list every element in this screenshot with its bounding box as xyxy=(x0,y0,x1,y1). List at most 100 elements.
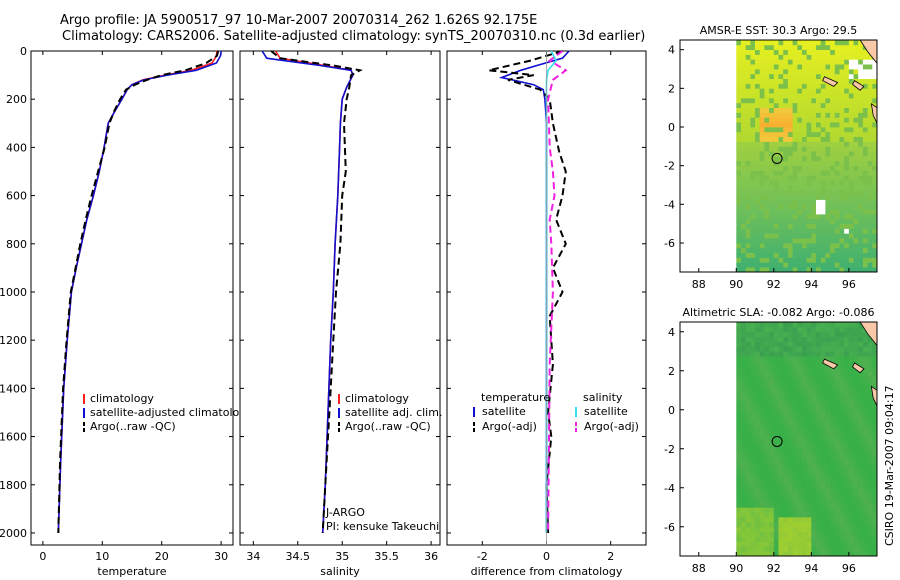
sla_map-cell xyxy=(783,478,789,484)
sla_map-cell xyxy=(872,492,878,498)
sst_map-cell xyxy=(769,54,775,60)
sst_map-cell xyxy=(741,146,747,152)
sla_map-cell xyxy=(816,409,822,416)
sst_map-cell xyxy=(797,160,803,166)
sst_map-cell xyxy=(834,218,840,224)
difference-legend-title-temperature: temperature xyxy=(481,391,550,404)
sla_map-cell xyxy=(848,526,854,533)
sla_map-cell xyxy=(848,502,854,508)
sla_map-cell xyxy=(769,546,775,552)
sst_map-cell xyxy=(844,122,850,128)
sst_map-cell xyxy=(778,136,784,142)
sla_map-cell xyxy=(806,419,812,425)
sst_map-cell xyxy=(769,218,775,224)
sst_map-cell xyxy=(741,73,747,79)
sla_map-cell xyxy=(806,551,812,557)
sst_map-cell xyxy=(872,83,878,89)
sla_map-cell xyxy=(750,341,756,347)
sst_map-cell xyxy=(834,170,840,176)
sst_map-cell xyxy=(825,40,831,46)
sst_map-cell xyxy=(834,185,840,191)
sst_map-cell xyxy=(872,165,878,171)
sla_map-cell xyxy=(839,322,845,328)
sla_map-cell xyxy=(862,526,868,533)
sst_map-cell xyxy=(750,262,756,268)
sst_map-cell xyxy=(830,247,836,253)
sst_map-cell xyxy=(862,59,868,65)
sla_map-cell xyxy=(736,482,742,489)
sst_map-cell xyxy=(867,252,873,258)
sla_map-cell xyxy=(792,473,798,479)
sla_map-cell xyxy=(759,521,765,528)
sst_map-cell xyxy=(848,165,854,171)
sla_map-cell xyxy=(802,439,808,445)
sst_map-cell xyxy=(745,93,751,99)
sla_map-cell xyxy=(764,526,770,533)
sst_map-cell xyxy=(848,170,854,176)
sla_map-cell xyxy=(741,531,747,537)
sst_map-cell xyxy=(764,199,770,205)
temperature-ytick-label: 1600 xyxy=(0,431,27,444)
sla_map-cell xyxy=(862,375,868,381)
sst_map-cell xyxy=(839,122,845,128)
sla_map-cell xyxy=(802,512,808,518)
sla_map-cell xyxy=(769,497,775,503)
sla_map-cell xyxy=(816,400,822,406)
temperature-xlabel: temperature xyxy=(97,565,166,578)
sla_map-cell xyxy=(755,448,761,455)
sla_map-cell xyxy=(834,482,840,489)
sst_map-cell xyxy=(745,44,751,50)
sst_map-cell xyxy=(787,44,793,50)
sst_map-cell xyxy=(759,156,765,162)
sst_map-cell xyxy=(806,262,812,268)
sla_map-cell xyxy=(806,482,812,489)
sst_map-cell xyxy=(736,175,742,181)
sla_map-cell xyxy=(764,409,770,416)
sla_map-cell xyxy=(764,448,770,455)
sst_map-cell xyxy=(759,160,765,166)
sla_map-cell xyxy=(787,482,793,489)
sst_map-cell xyxy=(839,257,845,263)
sst_map-cell xyxy=(778,40,784,46)
sst_map-cell xyxy=(736,194,742,200)
sst_map-cell xyxy=(769,107,775,113)
sla_map-cell xyxy=(778,468,784,474)
sla_map-cell xyxy=(858,458,864,464)
sst_map-cell xyxy=(773,49,779,55)
sst_map-cell xyxy=(853,252,859,258)
sst_map-cell xyxy=(839,136,845,142)
sla_map-xtick-label: 96 xyxy=(842,562,856,575)
sla_map-cell xyxy=(858,346,864,352)
sla_map-cell xyxy=(816,541,822,547)
sla_map-cell xyxy=(816,351,822,357)
sla_map-cell xyxy=(806,365,812,372)
sla_map-cell xyxy=(778,473,784,479)
sst_map-cell xyxy=(853,204,859,210)
sst_map-cell xyxy=(759,214,765,220)
sla_map-cell xyxy=(848,370,854,377)
sst_map-cell xyxy=(820,98,826,104)
sst_map-ytick-label: 4 xyxy=(668,44,675,57)
sla_map-cell xyxy=(839,346,845,352)
sla_map-cell xyxy=(806,468,812,474)
sla_map-cell xyxy=(778,448,784,455)
sst_map-cell xyxy=(853,107,859,113)
sla_map-cell xyxy=(745,409,751,416)
sla_map-cell xyxy=(764,351,770,357)
sst_map-cell xyxy=(820,59,826,65)
sst_map-cell xyxy=(839,238,845,244)
sla_map-axes-box xyxy=(679,321,878,557)
sla_map-cell xyxy=(834,409,840,416)
sla_map-cell xyxy=(848,546,854,552)
sla_map-cell xyxy=(853,395,859,401)
sst_map-cell xyxy=(773,54,779,60)
sla_map-cell xyxy=(806,541,812,547)
sla_map-cell xyxy=(830,370,836,377)
sst_map-cell xyxy=(862,69,868,75)
sla_map-cell xyxy=(853,468,859,474)
sla_map-cell xyxy=(783,453,789,459)
salinity-xtick-label: 34.5 xyxy=(286,550,311,563)
sst_map-cell xyxy=(820,156,826,162)
sst_map-cell xyxy=(773,156,779,162)
